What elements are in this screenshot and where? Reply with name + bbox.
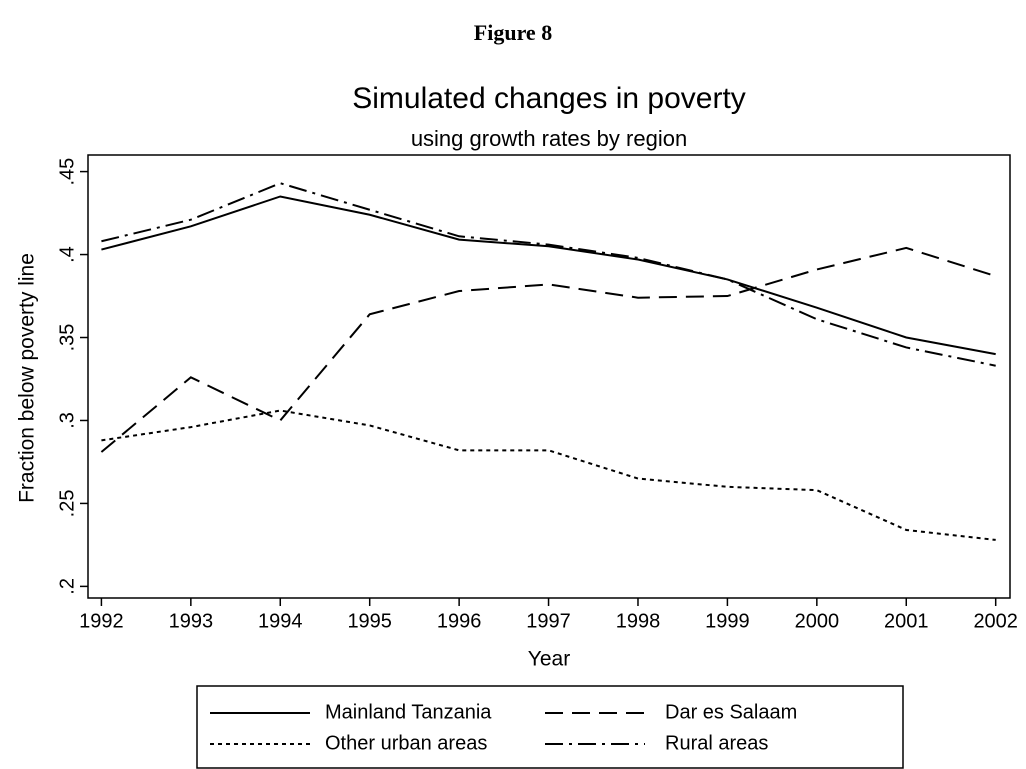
y-tick-label: .4 bbox=[56, 246, 78, 263]
legend-box bbox=[196, 685, 904, 769]
x-tick-label: 1994 bbox=[258, 610, 303, 632]
x-tick-label: 1999 bbox=[705, 610, 750, 632]
legend-label: Mainland Tanzania bbox=[325, 701, 492, 723]
x-tick-label: 1992 bbox=[79, 610, 124, 632]
x-tick-label: 1997 bbox=[526, 610, 571, 632]
legend-label: Dar es Salaam bbox=[665, 701, 797, 723]
x-tick-label: 1996 bbox=[437, 610, 482, 632]
chart-subtitle: using growth rates by region bbox=[411, 126, 687, 151]
x-tick-label: 2002 bbox=[973, 610, 1018, 632]
x-tick-label: 1998 bbox=[616, 610, 661, 632]
figure-label: Figure 8 bbox=[474, 20, 552, 45]
x-axis-label: Year bbox=[528, 648, 570, 671]
series-line bbox=[101, 195, 996, 356]
legend-label: Other urban areas bbox=[325, 732, 487, 754]
series-line bbox=[100, 246, 996, 453]
series-line bbox=[101, 409, 996, 541]
chart-title: Simulated changes in poverty bbox=[352, 82, 746, 115]
y-tick-label: .3 bbox=[56, 412, 78, 429]
x-tick-label: 1995 bbox=[347, 610, 392, 632]
y-tick-label: .45 bbox=[56, 158, 78, 186]
y-axis-label: Fraction below poverty line bbox=[16, 253, 39, 503]
x-tick-label: 1993 bbox=[169, 610, 214, 632]
x-tick-label: 2001 bbox=[884, 610, 929, 632]
y-tick-label: .35 bbox=[56, 324, 78, 352]
plot-frame bbox=[87, 154, 1011, 599]
legend-label: Rural areas bbox=[665, 732, 768, 754]
y-tick-label: .25 bbox=[56, 490, 78, 518]
series-line bbox=[101, 182, 996, 367]
x-tick-label: 2000 bbox=[795, 610, 840, 632]
y-tick-label: .2 bbox=[56, 578, 78, 595]
